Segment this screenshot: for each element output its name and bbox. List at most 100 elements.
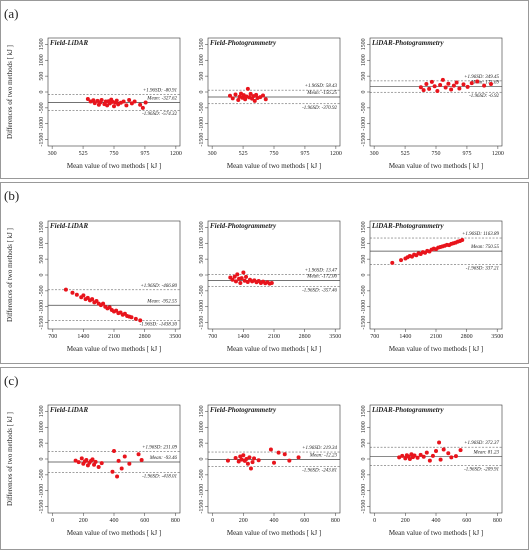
y-tick-label: -1000 (361, 484, 367, 498)
y-tick-label: -1500 (39, 500, 45, 514)
point (140, 105, 145, 110)
point (127, 97, 132, 102)
y-tick-label: 1500 (361, 405, 367, 417)
x-axis-label: Mean value of two methods [ kJ ] (389, 162, 483, 170)
point (272, 460, 276, 465)
x-tick-label: 2800 (299, 334, 311, 340)
y-tick-label: -1000 (361, 300, 367, 314)
reference-label: -1.96SD: -418.01 (142, 474, 177, 479)
chart-title: Field-Photogrammetry (210, 39, 277, 47)
y-tick-label: 1000 (361, 237, 367, 249)
point (233, 456, 238, 461)
reference-label: Mean: 81.23 (472, 450, 499, 455)
x-tick-label: 975 (300, 151, 309, 157)
point (244, 274, 249, 279)
y-tick-label: 500 (39, 439, 45, 448)
y-tick-label: -1000 (199, 117, 205, 131)
point (390, 260, 395, 265)
y-tick-label: 500 (199, 72, 205, 81)
point (256, 458, 261, 463)
point (230, 96, 235, 101)
x-tick-label: 1400 (399, 334, 411, 340)
point (446, 451, 451, 456)
point (114, 98, 119, 103)
panel-label: (c) (4, 373, 18, 388)
point (407, 457, 412, 461)
y-tick-label: 0 (199, 458, 205, 461)
point (449, 87, 454, 92)
y-tick-label: 1000 (361, 421, 367, 433)
point (93, 459, 98, 464)
y-tick-label: -1000 (361, 117, 367, 131)
point (440, 77, 445, 82)
reference-label: -1.96SD: -209.91 (464, 468, 499, 473)
chart-title: Field-LiDAR (50, 222, 88, 230)
chart-title: LiDAR-Photogrammetry (371, 406, 444, 414)
point (239, 457, 244, 462)
point (101, 301, 106, 306)
y-tick-label: 1500 (361, 221, 367, 233)
point (248, 91, 253, 96)
y-tick-label: 1500 (199, 405, 205, 417)
y-tick-label: 1000 (39, 237, 45, 249)
reference-label: +1.96SD: 231.09 (142, 446, 177, 451)
x-tick-label: 750 (110, 151, 119, 157)
x-tick-label: 1200 (492, 151, 504, 157)
x-tick-label: 3500 (329, 334, 341, 340)
point (122, 454, 127, 459)
point (250, 460, 255, 465)
point (230, 277, 235, 282)
y-tick-label: 1000 (199, 54, 205, 66)
point (90, 297, 95, 302)
x-tick-label: 2100 (430, 334, 442, 340)
point (124, 103, 129, 108)
y-tick-label: -1000 (199, 300, 205, 314)
x-tick-label: 400 (432, 518, 441, 524)
point (112, 449, 116, 454)
reference-label: Mean: 171.69 (470, 81, 500, 86)
reference-label: -1.96SD: -574.32 (142, 112, 177, 117)
point (399, 258, 404, 263)
point (430, 453, 435, 458)
y-tick-label: 500 (361, 72, 367, 81)
chart-title: LiDAR-Photogrammetry (371, 39, 444, 47)
chart-title: Field-LiDAR (50, 406, 88, 414)
point (482, 83, 487, 88)
x-tick-label: 700 (208, 334, 217, 340)
x-tick-label: 1400 (77, 334, 89, 340)
x-tick-label: 975 (462, 151, 471, 157)
y-tick-label: -500 (199, 285, 205, 296)
point (460, 238, 465, 243)
point (96, 464, 101, 469)
y-tick-label: 500 (361, 439, 367, 448)
point (127, 461, 132, 466)
point (263, 97, 268, 102)
reference-label: -1.96SD: -6.92 (469, 94, 499, 99)
point (418, 85, 423, 90)
x-tick-label: 300 (48, 151, 57, 157)
x-tick-label: 2100 (268, 334, 280, 340)
point (92, 101, 97, 106)
y-tick-label: 1000 (199, 237, 205, 249)
reference-label: -1.96SD: 337.21 (466, 266, 499, 271)
x-tick-label: 700 (48, 334, 57, 340)
point (457, 86, 462, 91)
x-tick-label: 750 (432, 151, 441, 157)
y-tick-label: 1000 (39, 54, 45, 66)
reference-label: +1.96SD: 349.45 (464, 75, 499, 80)
point (252, 456, 257, 461)
point (99, 97, 104, 102)
point (99, 461, 104, 466)
reference-label: Mean: -327.62 (146, 96, 177, 101)
x-tick-label: 600 (462, 518, 471, 524)
point (241, 453, 246, 458)
point (238, 280, 243, 285)
point (238, 454, 243, 459)
y-tick-label: 1500 (199, 38, 205, 50)
reference-label: Mean: 750.55 (470, 245, 500, 250)
y-tick-label: -1000 (39, 300, 45, 314)
y-tick-label: 0 (39, 458, 45, 461)
x-tick-label: 0 (51, 518, 54, 524)
